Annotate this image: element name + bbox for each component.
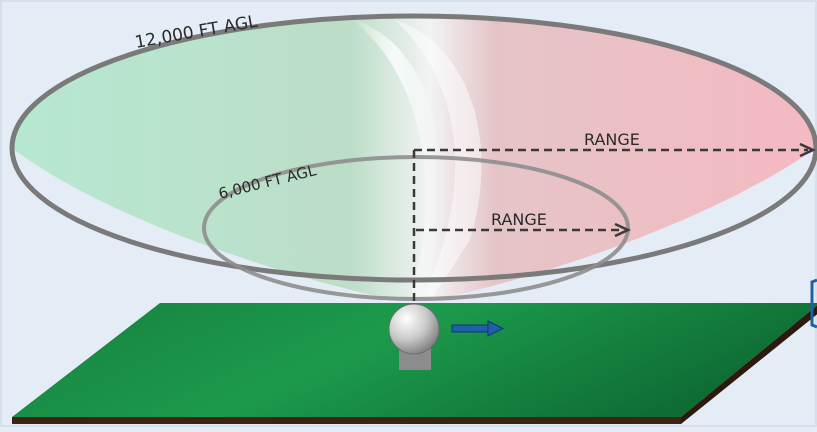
edge-bracket-icon — [810, 278, 817, 329]
outer-range-arrow — [414, 142, 816, 158]
outer-range-label: RANGE — [584, 130, 640, 149]
arrow-right-icon — [451, 320, 505, 337]
sphere-sensor-icon — [388, 303, 440, 370]
inner-range-arrow — [416, 222, 631, 238]
inner-coverage-ellipse — [202, 155, 630, 301]
inner-range-label: RANGE — [491, 210, 547, 229]
